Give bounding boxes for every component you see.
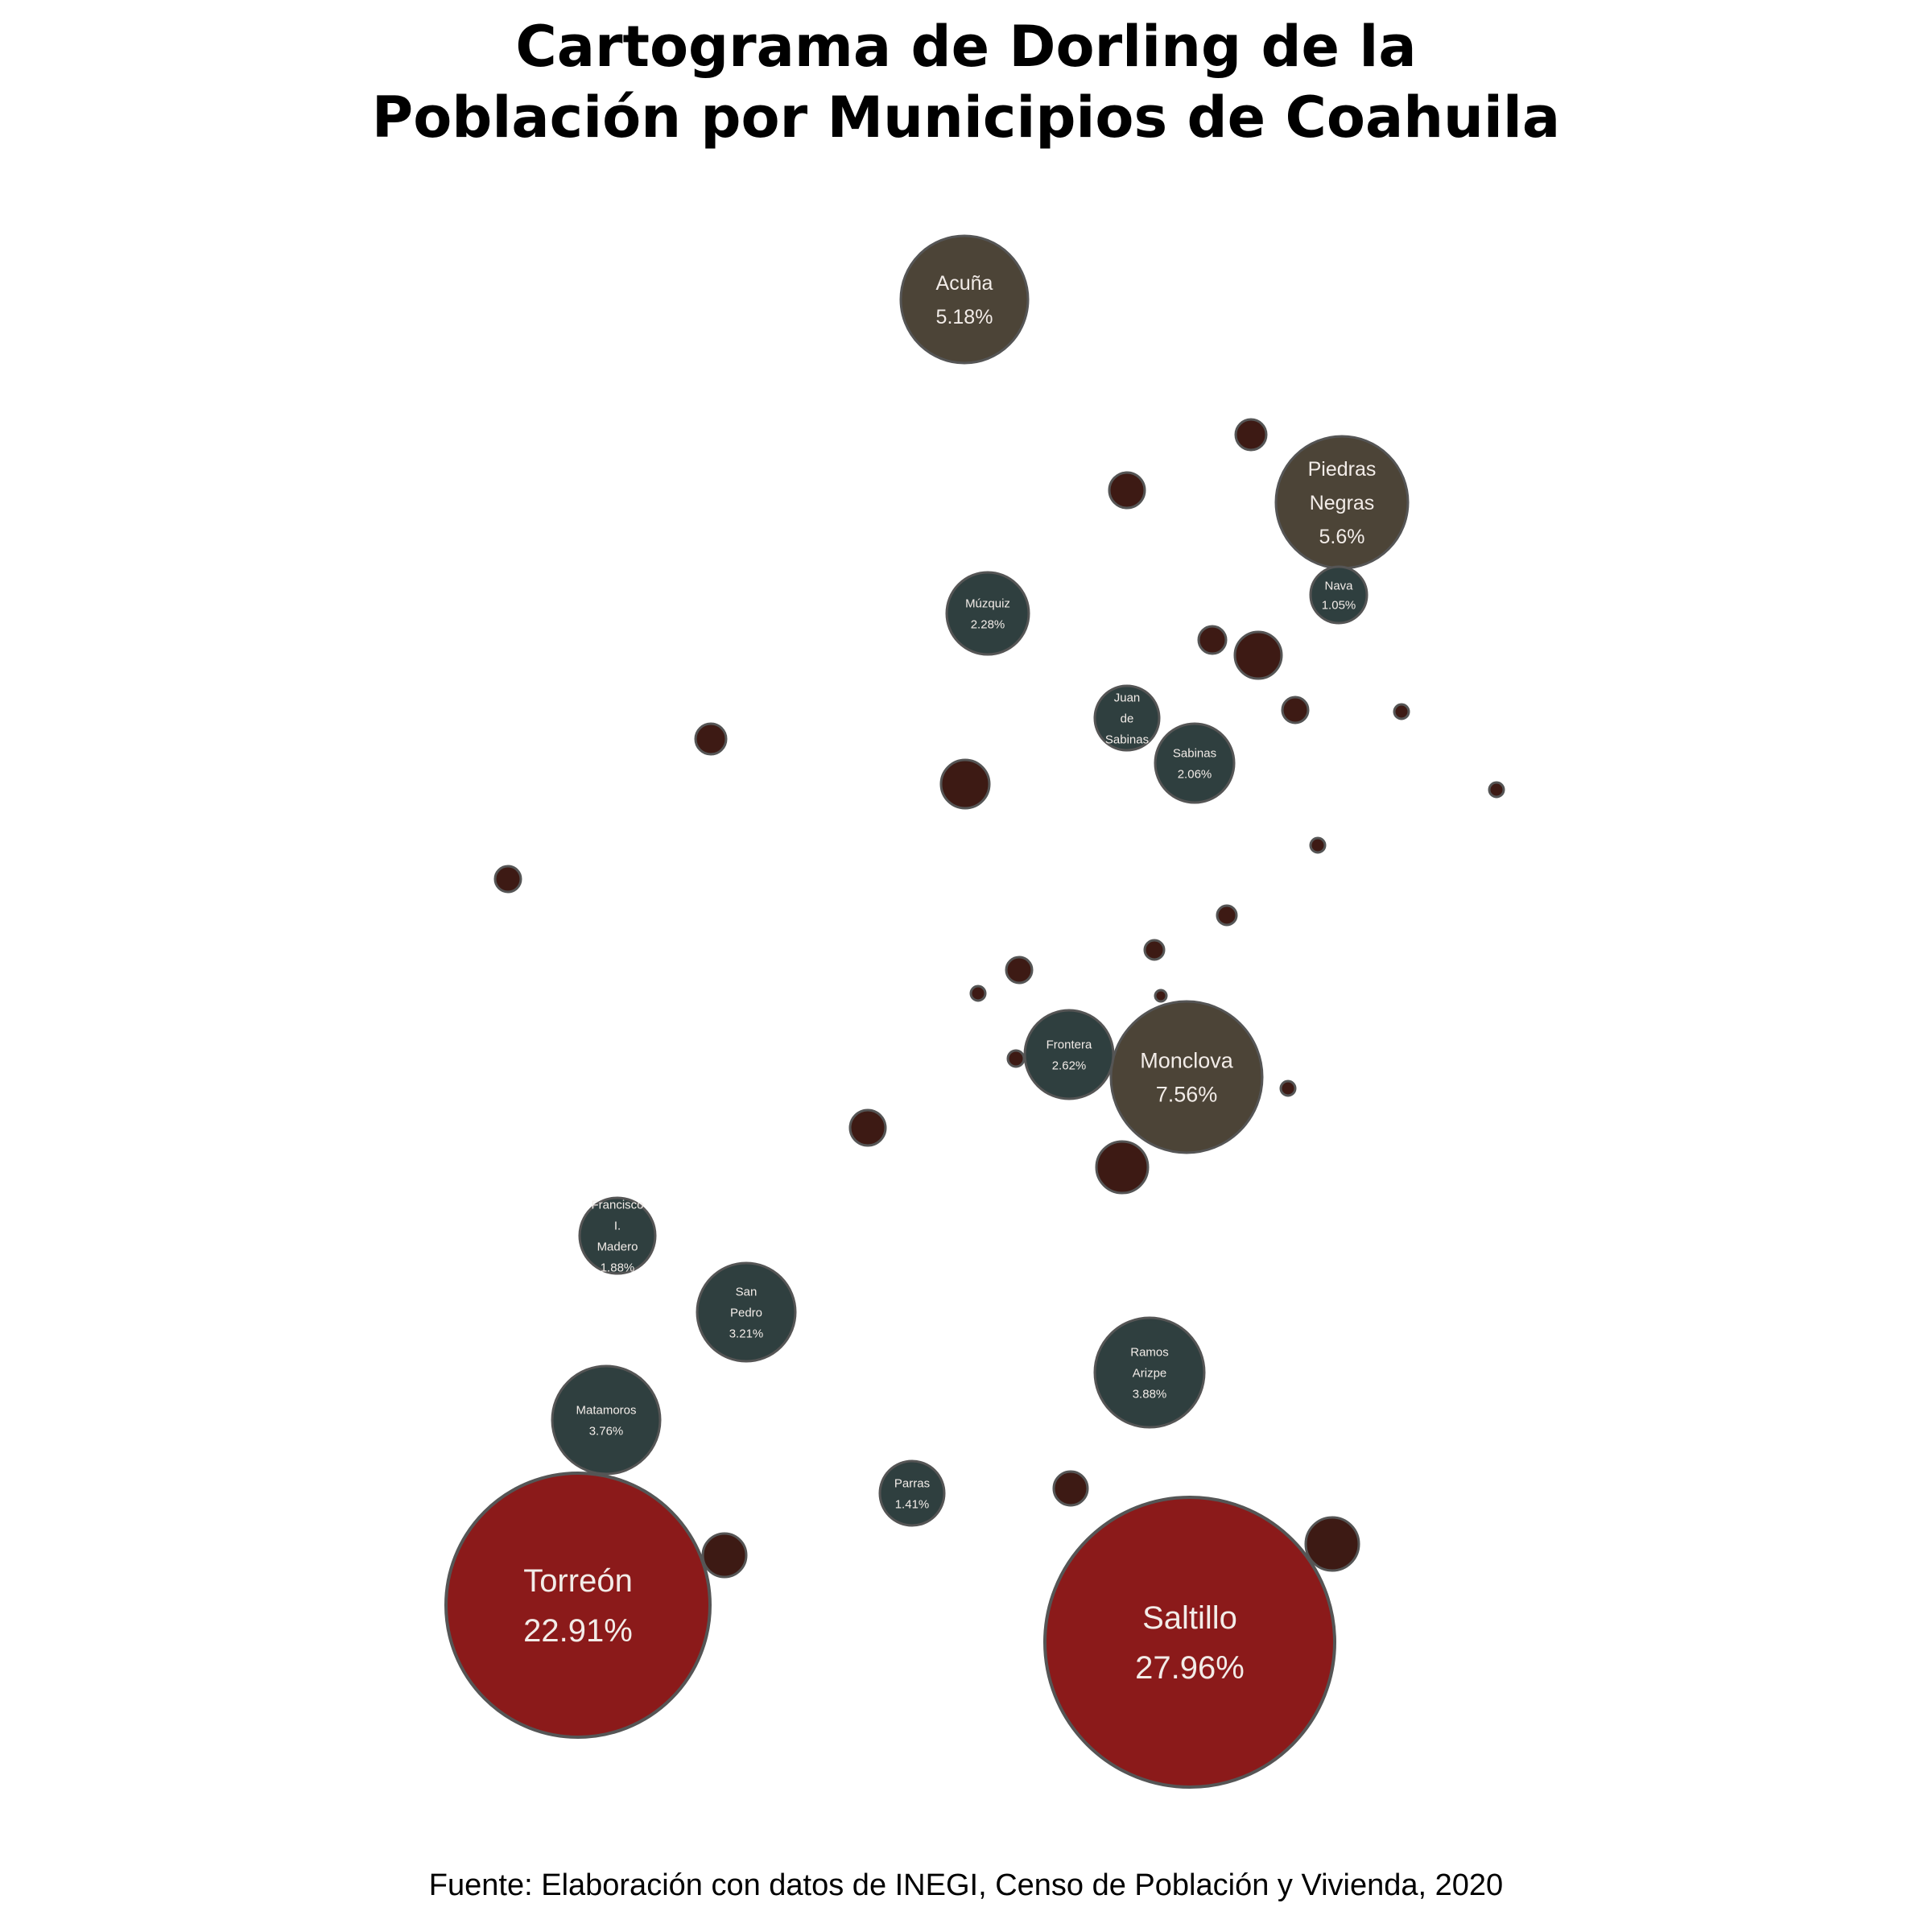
- municipality-bubble-unlabeled-4: [1233, 630, 1283, 680]
- municipality-bubble-unlabeled-2: [1108, 471, 1146, 510]
- municipality-bubble-unlabeled-9: [939, 758, 991, 810]
- municipality-name-label: Negras: [1310, 492, 1375, 514]
- municipality-pct-label: 3.21%: [729, 1327, 764, 1340]
- municipality-bubble-unlabeled-21: [1052, 1470, 1089, 1507]
- municipality-pct-label: 1.05%: [1322, 598, 1356, 612]
- municipality-bubble-acuna: [899, 234, 1030, 365]
- municipality-name-label: I.: [614, 1219, 621, 1232]
- municipality-name-label: Francisco: [591, 1198, 643, 1212]
- municipality-bubble-unlabeled-15: [969, 985, 987, 1002]
- municipality-bubble-unlabeled-17: [1006, 1049, 1026, 1068]
- municipality-bubble-muzquiz: [945, 571, 1030, 656]
- municipality-name-label: Acuña: [936, 272, 993, 295]
- municipality-name-label: Juan: [1114, 691, 1141, 704]
- municipality-bubble-unlabeled-20: [1095, 1140, 1150, 1195]
- municipality-bubble-unlabeled-8: [694, 722, 728, 756]
- municipality-pct-label: 2.06%: [1178, 767, 1212, 781]
- municipality-name-label: Saltillo: [1142, 1600, 1237, 1636]
- municipality-bubble-unlabeled-3: [1197, 625, 1228, 655]
- municipality-name-label: Matamoros: [576, 1403, 636, 1417]
- municipality-bubble-unlabeled-1: [1234, 418, 1268, 452]
- source-caption: Fuente: Elaboración con datos de INEGI, …: [428, 1868, 1504, 1902]
- municipality-bubble-parras: [878, 1459, 946, 1527]
- municipality-pct-label: 7.56%: [1156, 1082, 1218, 1106]
- municipality-bubble-unlabeled-6: [1393, 703, 1410, 720]
- municipality-bubble-frontera: [1023, 1009, 1115, 1100]
- municipality-bubble-matamoros: [551, 1364, 662, 1476]
- municipality-name-label: Frontera: [1046, 1038, 1092, 1051]
- page-title: Cartograma de Dorling de la Población po…: [0, 11, 1932, 153]
- municipality-bubble-unlabeled-13: [1143, 939, 1166, 961]
- municipality-bubble-nava: [1309, 565, 1368, 625]
- title-line-1: Cartograma de Dorling de la: [515, 14, 1417, 80]
- municipality-name-label: de: [1121, 712, 1134, 725]
- municipality-pct-label: 27.96%: [1135, 1650, 1245, 1686]
- municipality-labels: Saltillo 27.96% Torreón 22.91% Monclova 7.56%…: [523, 272, 1376, 1686]
- municipality-bubble-unlabeled-18: [1279, 1080, 1297, 1097]
- municipality-bubble-unlabeled-10: [1309, 836, 1327, 854]
- municipality-bubble-saltillo: [1043, 1496, 1336, 1789]
- municipality-bubble-unlabeled-19: [848, 1108, 887, 1147]
- municipality-bubble-francisco-i-madero: [578, 1196, 657, 1275]
- municipality-pct-label: 2.62%: [1052, 1059, 1087, 1072]
- municipality-pct-label: 3.88%: [1133, 1387, 1167, 1401]
- municipality-bubbles: [444, 234, 1505, 1789]
- municipality-name-label: Piedras: [1308, 458, 1377, 481]
- municipality-name-label: Arizpe: [1133, 1366, 1167, 1380]
- municipality-pct-label: 5.6%: [1319, 526, 1365, 548]
- municipality-name-label: Madero: [597, 1240, 638, 1253]
- municipality-bubble-torreon: [444, 1472, 712, 1739]
- municipality-pct-label: 1.41%: [895, 1497, 930, 1511]
- municipality-bubble-monclova: [1109, 1000, 1264, 1154]
- municipality-name-label: Parras: [894, 1476, 930, 1490]
- municipality-name-label: Sabinas: [1105, 733, 1149, 746]
- municipality-pct-label: 5.18%: [936, 306, 993, 328]
- municipality-bubble-unlabeled-23: [1304, 1516, 1360, 1572]
- municipality-bubble-ramos-arizpe: [1093, 1316, 1206, 1429]
- municipality-name-label: Nava: [1324, 579, 1353, 592]
- municipality-bubble-unlabeled-16: [1154, 989, 1168, 1003]
- municipality-bubble-unlabeled-14: [1005, 956, 1034, 985]
- municipality-bubble-sabinas: [1154, 722, 1236, 804]
- municipality-name-label: Múzquiz: [965, 597, 1010, 610]
- municipality-name-label: Ramos: [1130, 1345, 1169, 1359]
- municipality-name-label: Sabinas: [1173, 746, 1216, 760]
- municipality-name-label: Torreón: [523, 1563, 633, 1599]
- municipality-pct-label: 3.76%: [589, 1424, 624, 1438]
- municipality-name-label: Monclova: [1140, 1048, 1234, 1072]
- municipality-pct-label: 1.88%: [601, 1261, 635, 1274]
- municipality-bubble-unlabeled-12: [1216, 904, 1238, 927]
- municipality-pct-label: 22.91%: [523, 1613, 633, 1649]
- municipality-name-label: San: [736, 1285, 758, 1298]
- municipality-name-label: Pedro: [730, 1306, 762, 1319]
- municipality-bubble-unlabeled-7: [1488, 781, 1505, 799]
- municipality-pct-label: 2.28%: [971, 617, 1005, 631]
- municipality-bubble-unlabeled-22: [701, 1532, 748, 1579]
- municipality-bubble-juan-de-sabinas: [1093, 684, 1161, 752]
- municipality-bubble-unlabeled-11: [493, 865, 522, 894]
- title-line-2: Población por Municipios de Coahuila: [371, 85, 1561, 151]
- municipality-bubble-san-pedro: [696, 1261, 797, 1363]
- municipality-bubble-unlabeled-5: [1281, 696, 1310, 724]
